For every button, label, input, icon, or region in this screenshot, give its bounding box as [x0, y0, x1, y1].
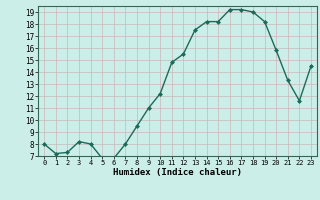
X-axis label: Humidex (Indice chaleur): Humidex (Indice chaleur) [113, 168, 242, 177]
